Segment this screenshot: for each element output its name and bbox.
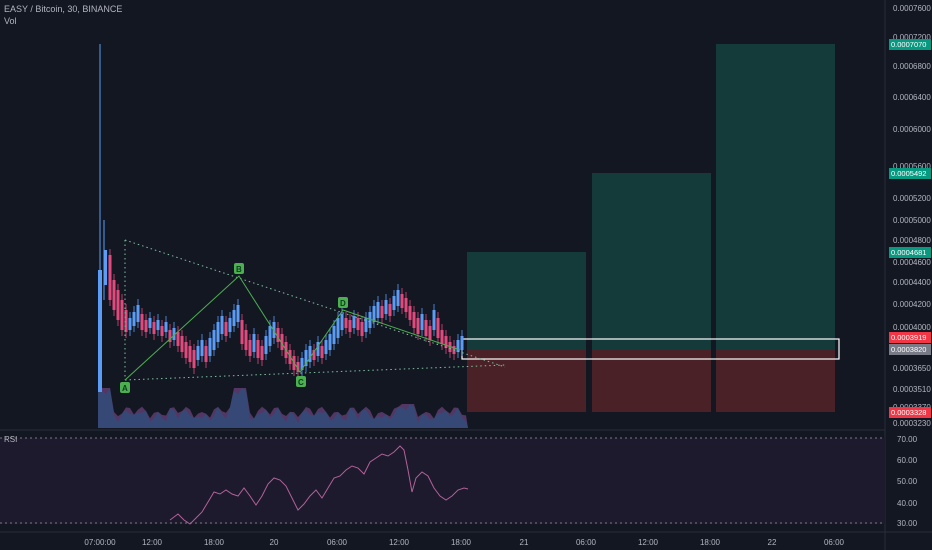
time-tick: 12:00 (638, 538, 659, 547)
sl-zone-2[interactable] (592, 350, 711, 412)
price-badge: 0.0005492 (889, 168, 931, 179)
price-axis[interactable]: 0.0007600 0.0007200 0.0006800 0.0006400 0.00… (893, 4, 931, 428)
svg-text:D: D (340, 299, 346, 308)
svg-text:B: B (236, 265, 242, 274)
svg-text:0.0007070: 0.0007070 (891, 40, 926, 49)
time-tick: 12:00 (389, 538, 410, 547)
price-tick: 0.0005600 (893, 162, 931, 171)
sl-zone-3[interactable] (716, 350, 835, 412)
svg-text:0.0003919: 0.0003919 (891, 333, 926, 342)
abcd-pattern-line[interactable] (124, 275, 461, 381)
svg-text:0.0005492: 0.0005492 (891, 169, 926, 178)
symbol-title[interactable]: EASY / Bitcoin, 30, BINANCE (4, 4, 123, 14)
volume-layer (98, 388, 468, 428)
svg-text:0.0003820: 0.0003820 (891, 345, 926, 354)
price-badge: 0.0003328 (889, 407, 931, 418)
svg-text:A: A (122, 384, 128, 393)
price-tick: 0.0004800 (893, 236, 931, 245)
time-tick: 12:00 (142, 538, 163, 547)
price-tick: 0.0007600 (893, 4, 931, 13)
price-tick: 0.0003230 (893, 419, 931, 428)
price-badge: 0.0003919 (889, 332, 931, 343)
price-tick: 0.0006800 (893, 62, 931, 71)
tp-zone-2[interactable] (592, 173, 711, 350)
time-tick: 06:00 (576, 538, 597, 547)
pattern-point-d[interactable]: D (338, 297, 348, 308)
price-tick: 0.0005200 (893, 194, 931, 203)
rsi-tick: 30.00 (897, 519, 918, 528)
rsi-tick: 40.00 (897, 499, 918, 508)
price-tick: 0.0006400 (893, 93, 931, 102)
pattern-point-b[interactable]: B (234, 263, 244, 274)
price-badges: 0.00070700.00054920.00046810.00039190.00… (889, 39, 931, 418)
triangle-pattern[interactable] (124, 239, 506, 381)
price-tick: 0.0007200 (893, 33, 931, 42)
tp-zone-3[interactable] (716, 44, 835, 350)
time-tick: 22 (768, 538, 777, 547)
price-tick: 0.0003650 (893, 364, 931, 373)
time-tick: 18:00 (451, 538, 472, 547)
price-badge: 0.0004681 (889, 247, 931, 258)
rsi-band (0, 438, 885, 524)
volume-label[interactable]: Vol (4, 16, 17, 26)
svg-text:0.0004681: 0.0004681 (891, 248, 926, 257)
time-axis[interactable]: 07:00:00 12:00 18:00 20 06:00 12:00 18:00 21 06:… (84, 538, 844, 547)
pattern-point-a[interactable]: A (120, 382, 130, 393)
sl-zone-1[interactable] (467, 350, 586, 412)
triangle-upper-line[interactable] (124, 239, 506, 368)
time-tick: 18:00 (204, 538, 225, 547)
position-zones[interactable] (461, 44, 840, 412)
price-badge: 0.0007070 (889, 39, 931, 50)
svg-text:0.0003328: 0.0003328 (891, 408, 926, 417)
rsi-axis[interactable]: 70.00 60.00 50.00 40.00 30.00 (897, 435, 918, 528)
price-tick: 0.0003510 (893, 385, 931, 394)
tp-zone-1[interactable] (467, 252, 586, 350)
pattern-point-c[interactable]: C (296, 376, 306, 387)
price-tick: 0.0004000 (893, 323, 931, 332)
price-tick: 0.0006000 (893, 125, 931, 134)
candle-layer[interactable] (98, 44, 464, 392)
price-tick: 0.0005000 (893, 216, 931, 225)
price-tick: 0.0004200 (893, 300, 931, 309)
triangle-lower-line[interactable] (124, 364, 506, 381)
rsi-label[interactable]: RSI (4, 435, 17, 444)
rsi-tick: 50.00 (897, 477, 918, 486)
svg-text:C: C (298, 378, 304, 387)
price-tick: 0.0004400 (893, 278, 931, 287)
price-badge: 0.0003820 (889, 344, 931, 355)
time-tick: 06:00 (824, 538, 845, 547)
time-tick: 20 (270, 538, 279, 547)
rsi-tick: 60.00 (897, 456, 918, 465)
time-tick: 21 (520, 538, 529, 547)
rsi-tick: 70.00 (897, 435, 918, 444)
rsi-line[interactable] (169, 445, 469, 525)
price-tick: 0.0004600 (893, 258, 931, 267)
time-tick: 07:00:00 (84, 538, 116, 547)
time-tick: 06:00 (327, 538, 348, 547)
time-tick: 18:00 (700, 538, 721, 547)
